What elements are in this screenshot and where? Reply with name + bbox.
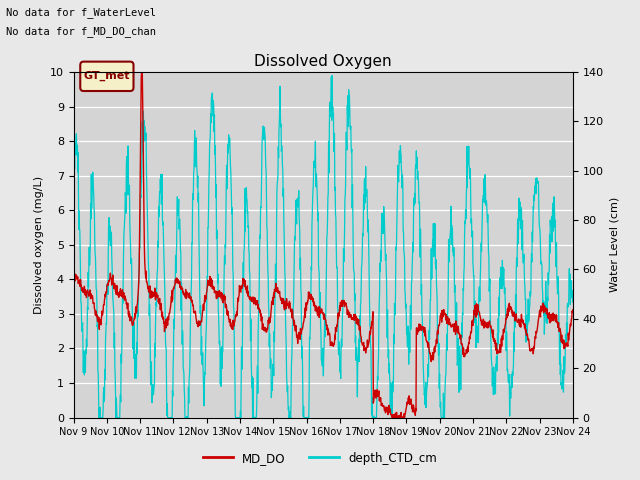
Title: Dissolved Oxygen: Dissolved Oxygen: [254, 54, 392, 70]
Y-axis label: Water Level (cm): Water Level (cm): [609, 197, 620, 292]
Y-axis label: Dissolved oxygen (mg/L): Dissolved oxygen (mg/L): [35, 176, 44, 314]
Text: GT_met: GT_met: [84, 71, 130, 81]
FancyBboxPatch shape: [80, 61, 134, 91]
Text: No data for f_MD_DO_chan: No data for f_MD_DO_chan: [6, 26, 156, 37]
Text: No data for f_WaterLevel: No data for f_WaterLevel: [6, 7, 156, 18]
Legend: MD_DO, depth_CTD_cm: MD_DO, depth_CTD_cm: [198, 447, 442, 469]
